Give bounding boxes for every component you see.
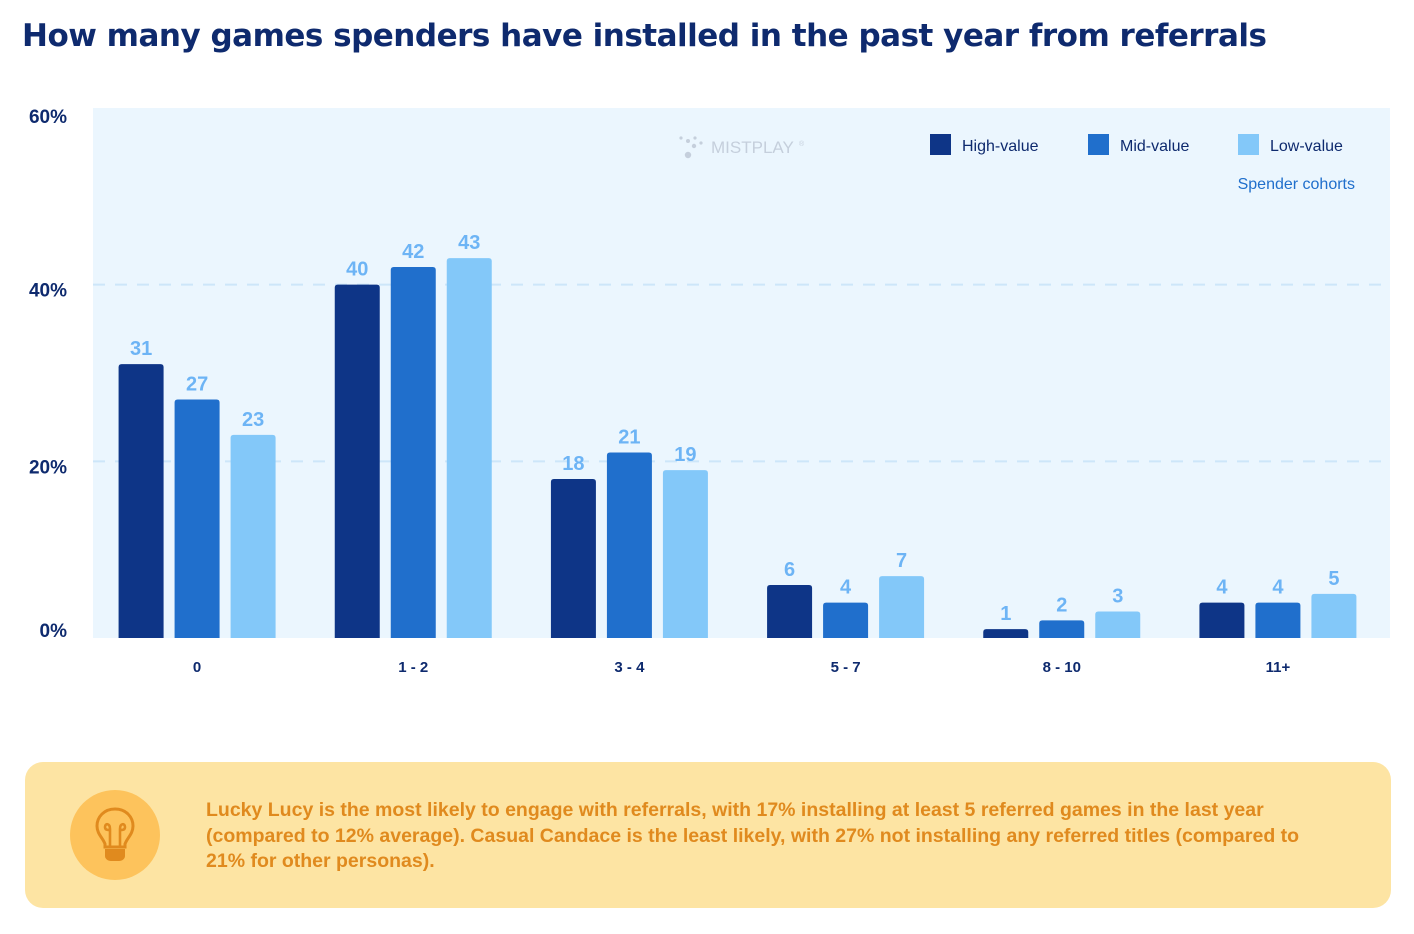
bar-mid-value <box>174 399 220 638</box>
y-axis: 0% 20% 40% 60% <box>29 107 67 642</box>
bar-low-value <box>1095 611 1141 638</box>
legend-label: High-value <box>962 138 1039 155</box>
bar-low-value <box>446 258 492 638</box>
x-tick-label: 3 - 4 <box>614 659 645 676</box>
registered-mark: ® <box>799 140 805 148</box>
mistplay-logo-icon <box>679 136 703 159</box>
bar-mid-value <box>823 602 869 638</box>
data-label: 40 <box>346 259 368 281</box>
callout-text: Lucky Lucy is the most likely to engage … <box>206 799 1300 872</box>
bar-low-value <box>879 576 925 638</box>
bar-mid-value <box>1255 602 1301 638</box>
legend-swatch-mid-value <box>1088 134 1109 155</box>
y-tick-label: 40% <box>29 281 67 302</box>
y-tick-label: 20% <box>29 457 67 478</box>
data-label: 4 <box>1216 577 1228 599</box>
bar-mid-value <box>1039 620 1085 638</box>
x-tick-label: 8 - 10 <box>1043 659 1081 676</box>
legend-label: Low-value <box>1270 138 1343 155</box>
legend: High-value Mid-value Low-value <box>930 134 1343 155</box>
data-label: 21 <box>618 427 640 449</box>
data-label: 7 <box>896 550 907 572</box>
chart-title: How many games spenders have installed i… <box>22 18 1267 54</box>
x-tick-label: 5 - 7 <box>831 659 861 676</box>
x-tick-label: 1 - 2 <box>398 659 428 676</box>
data-label: 1 <box>1000 603 1011 625</box>
y-tick-label: 60% <box>29 107 67 128</box>
data-label: 31 <box>130 338 152 360</box>
data-label: 5 <box>1328 568 1339 590</box>
legend-swatch-low-value <box>1238 134 1259 155</box>
data-label: 27 <box>186 374 208 396</box>
gridlines <box>93 283 1390 463</box>
bar-mid-value <box>606 452 652 638</box>
bar-mid-value <box>390 267 436 638</box>
bar-high-value <box>767 585 813 638</box>
plot-background <box>93 108 1390 638</box>
bar-high-value <box>550 479 596 638</box>
lightbulb-icon-badge <box>70 790 160 880</box>
data-label: 4 <box>840 577 852 599</box>
mistplay-watermark: MISTPLAY ® <box>679 136 805 159</box>
bars <box>118 258 1357 638</box>
bar-high-value <box>1199 602 1245 638</box>
legend-label: Mid-value <box>1120 138 1189 155</box>
bar-low-value <box>662 470 708 638</box>
x-tick-label: 0 <box>193 659 201 676</box>
lightbulb-icon <box>95 807 135 861</box>
y-tick-label: 0% <box>40 621 68 642</box>
bar-high-value <box>334 284 380 638</box>
legend-swatch-high-value <box>930 134 951 155</box>
x-tick-label: 11+ <box>1266 659 1291 676</box>
legend-title: Spender cohorts <box>1238 176 1355 193</box>
data-label: 18 <box>562 453 584 475</box>
watermark-text: MISTPLAY <box>711 138 794 157</box>
data-label: 3 <box>1112 586 1123 608</box>
data-label: 23 <box>242 409 264 431</box>
data-label: 42 <box>402 241 424 263</box>
data-label: 2 <box>1056 594 1067 616</box>
bar-low-value <box>230 434 276 638</box>
bar-low-value <box>1311 593 1357 638</box>
bar-high-value <box>983 629 1029 638</box>
x-axis: 0 1 - 2 3 - 4 5 - 7 8 - 10 11+ <box>193 659 1291 676</box>
insight-callout: Lucky Lucy is the most likely to engage … <box>25 762 1391 908</box>
data-label: 4 <box>1272 577 1284 599</box>
data-label: 19 <box>674 444 696 466</box>
data-label: 6 <box>784 559 795 581</box>
bar-high-value <box>118 364 164 638</box>
data-label: 43 <box>458 232 480 254</box>
